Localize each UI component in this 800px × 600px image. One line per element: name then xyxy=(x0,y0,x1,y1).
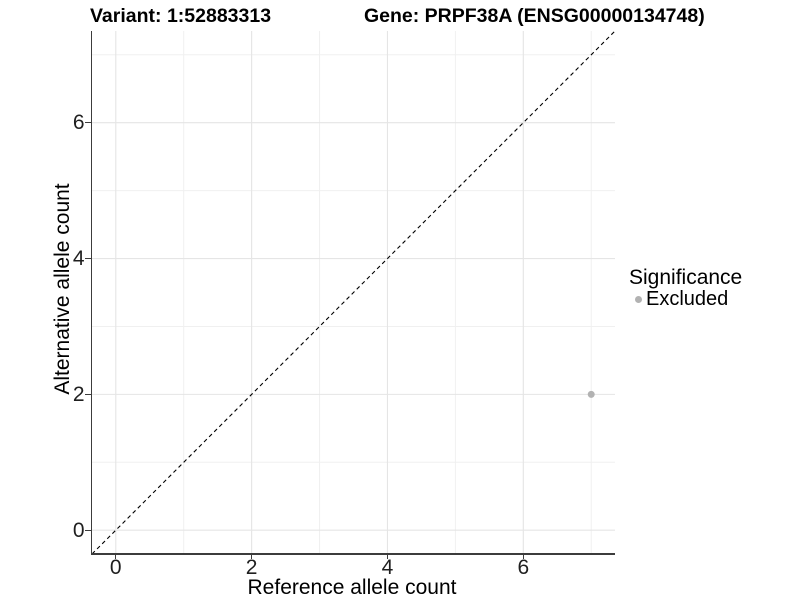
legend-item: Excluded xyxy=(629,289,742,310)
legend-title: Significance xyxy=(629,266,743,289)
y-tick-mark xyxy=(85,122,91,124)
y-tick-label: 2 xyxy=(72,382,85,406)
y-axis-title: Alternative allele count xyxy=(51,183,74,395)
data-point xyxy=(587,390,595,398)
plot-title-gene: Gene: PRPF38A (ENSG00000134748) xyxy=(364,5,705,27)
x-tick-label: 2 xyxy=(245,556,258,579)
y-tick-label: 6 xyxy=(72,111,85,135)
legend: Significance Excluded xyxy=(629,267,742,310)
legend-entry-label: Excluded xyxy=(646,288,729,310)
plot-panel xyxy=(92,31,615,554)
y-tick-label: 0 xyxy=(72,518,85,542)
y-tick-mark xyxy=(85,257,91,260)
y-tick-mark xyxy=(85,529,91,531)
identity-line xyxy=(92,31,615,554)
x-tick-label: 6 xyxy=(517,556,530,579)
x-tick-label: 4 xyxy=(381,556,394,579)
y-axis-line xyxy=(90,31,93,555)
x-axis-line xyxy=(90,553,615,555)
x-tick-mark xyxy=(115,554,117,560)
legend-items: Excluded xyxy=(629,289,742,310)
x-tick-mark xyxy=(386,554,389,560)
plot-area-svg xyxy=(92,31,615,554)
legend-marker-circle-icon xyxy=(635,296,642,303)
x-tick-mark xyxy=(251,554,253,560)
x-tick-mark xyxy=(522,554,524,560)
y-tick-label: 4 xyxy=(72,247,85,271)
y-tick-mark xyxy=(85,393,91,395)
plot-title-variant: Variant: 1:52883313 xyxy=(90,5,272,27)
x-axis-title: Reference allele count xyxy=(247,575,457,599)
x-tick-label: 0 xyxy=(109,556,122,579)
